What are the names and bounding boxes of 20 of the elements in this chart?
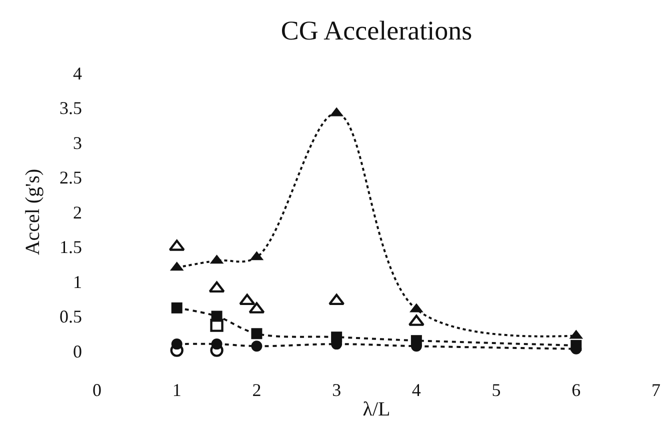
- y-tick-label: 0.5: [60, 306, 82, 327]
- chart-title: CG Accelerations: [280, 15, 472, 46]
- y-tick-label: 2: [73, 202, 82, 222]
- x-axis-title: λ/L: [362, 398, 390, 420]
- x-tick-label: 2: [252, 380, 262, 400]
- y-tick-label: 3.5: [60, 98, 82, 118]
- y-tick-label: 1: [73, 272, 82, 292]
- x-tick-label: 3: [332, 380, 342, 400]
- y-tick-label: 4: [73, 63, 82, 84]
- x-tick-label: 4: [412, 380, 421, 400]
- y-tick-label: 3: [73, 132, 82, 153]
- x-tick-label: 6: [572, 380, 581, 400]
- x-tick-label: 0: [92, 380, 102, 400]
- x-tick-label: 1: [172, 380, 182, 400]
- y-tick-label: 2.5: [60, 168, 82, 188]
- x-tick-label: 7: [652, 380, 660, 400]
- y-tick-label: 0: [73, 341, 82, 362]
- y-tick-label: 1.5: [60, 237, 82, 258]
- y-axis-title: Accel (g's): [22, 168, 44, 256]
- x-tick-label: 5: [492, 380, 501, 400]
